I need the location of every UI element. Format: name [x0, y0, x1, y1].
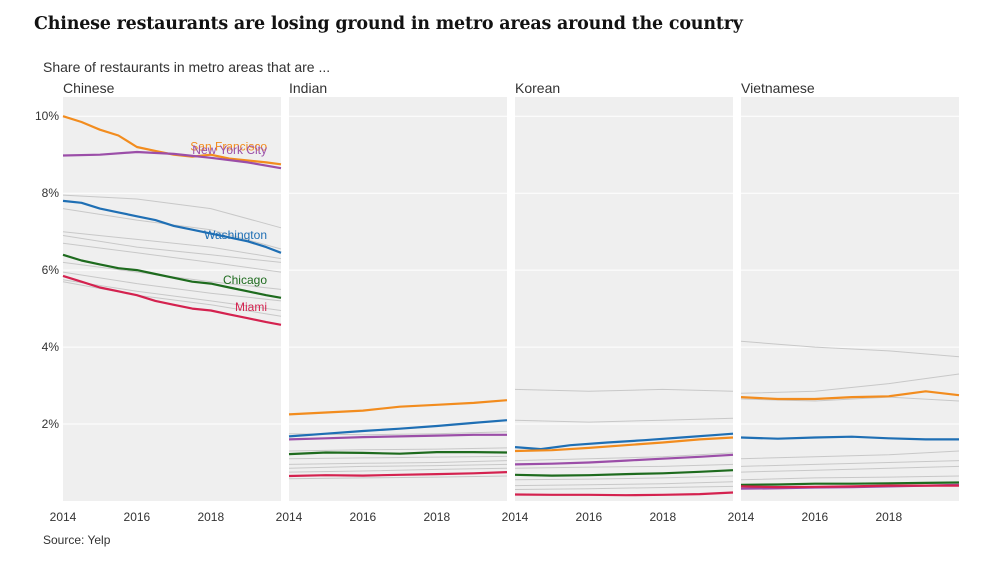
x-tick-label: 2014: [728, 510, 755, 524]
background-series-line: [514, 463, 734, 469]
background-series-line: [740, 465, 960, 473]
y-tick-label: 6%: [42, 263, 60, 277]
x-tick-label: 2016: [124, 510, 151, 524]
x-tick-label: 2014: [276, 510, 303, 524]
series-line-new-york-city: [288, 433, 507, 441]
x-tick-label: 2014: [502, 510, 529, 524]
background-series-line: [514, 388, 734, 392]
panel-background: [515, 97, 733, 501]
x-tick-label: 2016: [802, 510, 829, 524]
panel-korean: Korean 2014 2016 2018: [502, 80, 734, 524]
background-series-line: [740, 450, 960, 460]
panel-vietnamese: Vietnamese 2014 2016 2018: [728, 80, 960, 524]
chart-title: Chinese restaurants are losing ground in…: [34, 14, 743, 34]
x-tick-label: 2016: [350, 510, 377, 524]
panel-background: [741, 97, 959, 501]
series-line-miami: [514, 491, 734, 497]
background-series-line: [62, 242, 282, 273]
background-series-line: [62, 194, 282, 229]
background-series-line: [62, 231, 282, 260]
background-series-line: [288, 467, 508, 473]
background-series-line: [288, 475, 508, 480]
series-label-washington: Washington: [204, 228, 267, 242]
x-tick-label: 2018: [197, 510, 224, 524]
series-line-miami: [62, 274, 282, 326]
series-line-miami: [740, 484, 959, 489]
background-series-line: [740, 373, 960, 394]
background-series-line: [740, 475, 960, 481]
background-series-line: [514, 452, 734, 462]
background-series-line: [288, 463, 508, 469]
series-line-chicago: [288, 451, 508, 456]
background-series-line: [514, 485, 734, 490]
background-series-line: [740, 340, 960, 358]
x-tick-label: 2018: [649, 510, 676, 524]
x-tick-label: 2018: [423, 510, 450, 524]
series-line-san-francisco: [288, 399, 508, 416]
panel-title: Korean: [515, 80, 560, 96]
panel-title: Indian: [289, 80, 327, 96]
panel-title: Chinese: [63, 80, 115, 96]
x-tick-label: 2014: [50, 510, 77, 524]
source-note: Source: Yelp: [43, 533, 111, 547]
series-line-washington: [514, 432, 734, 451]
x-tick-label: 2018: [875, 510, 902, 524]
panel-background: [289, 97, 507, 501]
series-line-washington: [740, 435, 959, 441]
chart-subtitle: Share of restaurants in metro areas that…: [43, 59, 331, 75]
series-line-san-francisco: [740, 390, 960, 401]
series-label-miami: Miami: [235, 300, 267, 314]
y-tick-label: 8%: [42, 186, 60, 200]
series-line-chicago: [514, 469, 734, 477]
background-series-line: [514, 417, 734, 423]
background-series-line: [288, 460, 508, 465]
y-tick-label: 4%: [42, 340, 60, 354]
background-series-line: [288, 447, 508, 452]
series-line-chicago: [740, 481, 960, 486]
series-line-miami: [288, 471, 508, 478]
background-series-line: [62, 279, 282, 311]
background-series-line: [62, 235, 282, 263]
y-tick-label: 2%: [42, 417, 60, 431]
background-series-line: [514, 475, 734, 481]
series-label-san-francisco: San Francisco: [190, 139, 267, 153]
background-series-line: [62, 271, 282, 302]
y-tick-label: 10%: [35, 109, 59, 123]
series-label-chicago: Chicago: [223, 273, 267, 287]
series-line-washington: [62, 199, 282, 254]
background-series-line: [514, 481, 734, 487]
series-line-chicago: [62, 253, 282, 299]
background-series-line: [288, 455, 508, 460]
series-line-new-york-city: [62, 150, 282, 170]
panel-background: [63, 97, 281, 501]
x-tick-label: 2016: [576, 510, 603, 524]
series-label-new-york-city: New York City: [192, 143, 267, 157]
panel-indian: Indian 2014 2016 2018: [276, 80, 508, 524]
background-series-line: [740, 460, 960, 467]
series-line-san-francisco: [514, 436, 734, 453]
series-line-washington: [288, 419, 508, 438]
panel-title: Vietnamese: [741, 80, 815, 96]
series-line-new-york-city: [514, 453, 734, 466]
